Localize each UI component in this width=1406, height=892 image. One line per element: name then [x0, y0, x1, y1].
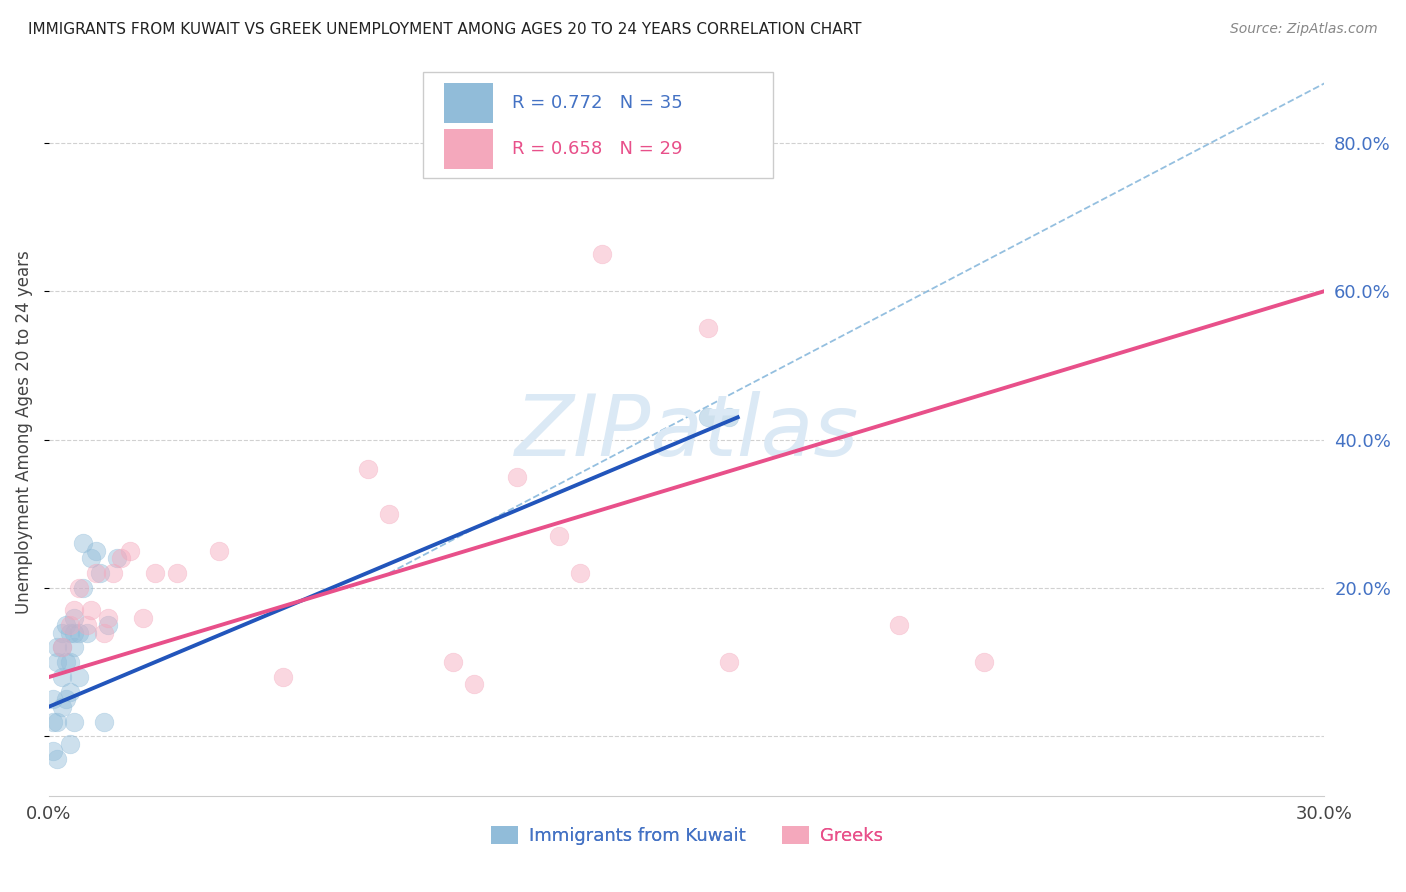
- Point: [42, 744, 65, 758]
- Point: [441, 655, 464, 669]
- Point: [105, 551, 128, 566]
- Point: [697, 321, 720, 335]
- Point: [46, 752, 69, 766]
- Point: [51, 670, 73, 684]
- Point: [55, 618, 77, 632]
- Point: [110, 551, 132, 566]
- Point: [59, 625, 82, 640]
- Legend: Immigrants from Kuwait, Greeks: Immigrants from Kuwait, Greeks: [484, 818, 890, 852]
- Point: [378, 507, 401, 521]
- Point: [889, 618, 911, 632]
- Point: [63, 714, 86, 729]
- Point: [59, 618, 82, 632]
- Point: [67, 581, 90, 595]
- Point: [84, 566, 107, 581]
- Point: [84, 544, 107, 558]
- Point: [569, 566, 592, 581]
- Point: [67, 670, 90, 684]
- Point: [101, 566, 124, 581]
- Text: Source: ZipAtlas.com: Source: ZipAtlas.com: [1230, 22, 1378, 37]
- Text: R = 0.772   N = 35: R = 0.772 N = 35: [512, 95, 683, 112]
- FancyBboxPatch shape: [444, 129, 494, 169]
- Point: [51, 640, 73, 655]
- Point: [51, 699, 73, 714]
- Point: [118, 544, 141, 558]
- Point: [97, 618, 120, 632]
- Point: [46, 714, 69, 729]
- Point: [143, 566, 166, 581]
- Point: [59, 685, 82, 699]
- Point: [208, 544, 231, 558]
- Point: [55, 655, 77, 669]
- Point: [505, 469, 527, 483]
- Point: [80, 551, 103, 566]
- FancyBboxPatch shape: [423, 72, 773, 178]
- Point: [59, 655, 82, 669]
- Point: [63, 625, 86, 640]
- Point: [718, 655, 741, 669]
- Point: [97, 610, 120, 624]
- Point: [93, 625, 115, 640]
- Point: [80, 603, 103, 617]
- Point: [63, 603, 86, 617]
- Text: ZIPatlas: ZIPatlas: [515, 391, 859, 474]
- Text: IMMIGRANTS FROM KUWAIT VS GREEK UNEMPLOYMENT AMONG AGES 20 TO 24 YEARS CORRELATI: IMMIGRANTS FROM KUWAIT VS GREEK UNEMPLOY…: [28, 22, 862, 37]
- Text: R = 0.658   N = 29: R = 0.658 N = 29: [512, 140, 682, 159]
- Point: [55, 692, 77, 706]
- Point: [46, 655, 69, 669]
- Point: [697, 410, 720, 425]
- Point: [93, 714, 115, 729]
- Point: [51, 640, 73, 655]
- Point: [67, 625, 90, 640]
- Point: [63, 610, 86, 624]
- Point: [591, 247, 613, 261]
- Point: [46, 640, 69, 655]
- Point: [72, 536, 94, 550]
- Point: [271, 670, 294, 684]
- Point: [59, 737, 82, 751]
- Point: [357, 462, 380, 476]
- Y-axis label: Unemployment Among Ages 20 to 24 years: Unemployment Among Ages 20 to 24 years: [15, 251, 32, 614]
- Point: [76, 625, 98, 640]
- Point: [42, 692, 65, 706]
- Point: [89, 566, 111, 581]
- Point: [973, 655, 995, 669]
- FancyBboxPatch shape: [444, 83, 494, 123]
- Point: [63, 640, 86, 655]
- Point: [463, 677, 485, 691]
- Point: [718, 410, 741, 425]
- Point: [166, 566, 188, 581]
- Point: [72, 581, 94, 595]
- Point: [76, 618, 98, 632]
- Point: [548, 529, 571, 543]
- Point: [42, 714, 65, 729]
- Point: [51, 625, 73, 640]
- Point: [131, 610, 153, 624]
